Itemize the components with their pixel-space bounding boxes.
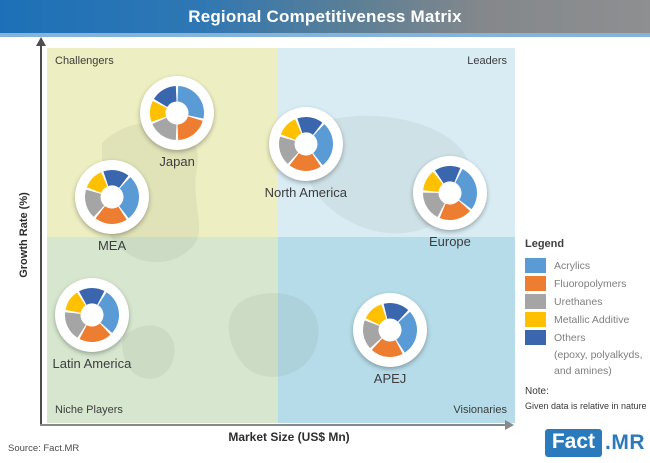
quadrant-label-leaders: Leaders — [467, 55, 507, 67]
logo-mr-text: .MR — [605, 431, 645, 454]
legend-sublabel: and amines) — [554, 365, 612, 377]
legend-item-others: Others — [525, 330, 649, 345]
source-text: Source: Fact.MR — [8, 443, 80, 454]
legend-label: Metallic Additive — [554, 313, 630, 326]
factmr-logo: Fact .MR — [544, 429, 645, 457]
region-bubble-apej — [353, 292, 428, 367]
donut-chart — [85, 169, 140, 224]
title-bar: Regional Competitiveness Matrix — [0, 0, 650, 37]
region-bubble-mea — [75, 159, 150, 234]
region-bubble-north-america — [268, 107, 343, 181]
y-axis-arrow-icon — [36, 37, 46, 46]
note: Note: Given data is relative in nature — [525, 386, 647, 411]
region-bubble-latin-america — [54, 277, 129, 352]
logo-fact-box: Fact — [544, 429, 602, 457]
legend-label: Others — [554, 331, 586, 344]
region-label-apej: APEJ — [373, 370, 407, 386]
legend-swatch-fluoropolymers — [525, 276, 546, 291]
region-label-mea: MEA — [97, 237, 127, 253]
legend-item-acrylics: Acrylics — [525, 258, 649, 273]
legend-label: Fluoropolymers — [554, 277, 627, 290]
donut-chart — [278, 117, 333, 172]
legend-swatch-others — [525, 330, 546, 345]
legend-label: Urethanes — [554, 295, 603, 308]
donut-chart — [422, 166, 477, 221]
legend-swatch-acrylics — [525, 258, 546, 273]
legend-items: Acrylics Fluoropolymers Urethanes Metallic … — [525, 258, 649, 377]
legend: Legend Acrylics Fluoropolymers Urethanes Me… — [525, 238, 649, 381]
legend-item-fluoropolymers: Fluoropolymers — [525, 276, 649, 291]
note-text: Given data is relative in nature — [525, 401, 647, 411]
note-title: Note: — [525, 386, 549, 397]
legend-swatch-urethanes — [525, 294, 546, 309]
y-axis-label: Growth Rate (%) — [18, 192, 30, 278]
legend-item-urethanes: Urethanes — [525, 294, 649, 309]
x-axis-label: Market Size (US$ Mn) — [228, 430, 350, 444]
donut-chart — [363, 302, 418, 357]
region-bubble-japan — [140, 75, 215, 150]
page-title: Regional Competitiveness Matrix — [188, 6, 462, 26]
quadrant-label-niche-players: Niche Players — [55, 404, 123, 416]
legend-swatch-metallic_additive — [525, 312, 546, 327]
x-axis-line — [40, 424, 506, 426]
region-label-north-america: North America — [264, 185, 347, 200]
region-bubble-europe — [412, 156, 487, 231]
donut-chart — [64, 287, 119, 342]
y-axis-line — [40, 46, 42, 425]
donut-chart — [150, 85, 205, 140]
legend-sublabel: (epoxy, polyalkyds, — [554, 349, 643, 361]
quadrant-label-challengers: Challengers — [55, 55, 114, 67]
legend-title: Legend — [525, 238, 565, 250]
region-label-latin-america: Latin America — [52, 355, 132, 371]
region-label-japan: Japan — [159, 153, 195, 169]
legend-label: Acrylics — [554, 259, 591, 272]
quadrant-label-visionaries: Visionaries — [453, 404, 507, 416]
x-axis-arrow-icon — [505, 420, 514, 430]
matrix-plot: Challengers Leaders Niche Players Vision… — [47, 48, 515, 423]
legend-item-metallic_additive: Metallic Additive — [525, 312, 649, 327]
region-label-europe: Europe — [428, 234, 471, 250]
